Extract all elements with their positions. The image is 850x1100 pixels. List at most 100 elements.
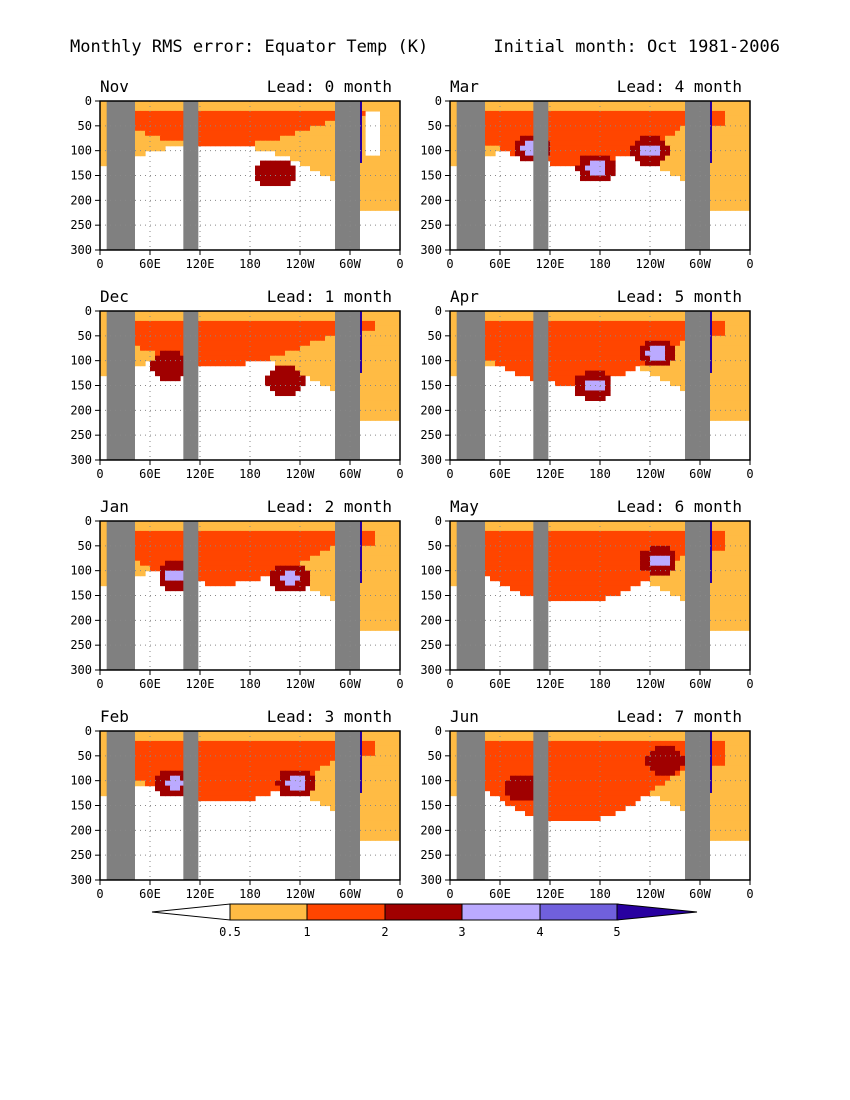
contour-cell bbox=[280, 380, 286, 387]
contour-cell bbox=[280, 340, 286, 347]
contour-cell bbox=[505, 115, 511, 122]
contour-cell bbox=[175, 535, 181, 542]
contour-cell bbox=[370, 345, 376, 352]
contour-cell bbox=[270, 180, 276, 187]
contour-cell bbox=[565, 130, 571, 137]
contour-cell bbox=[450, 130, 456, 137]
contour-cell bbox=[375, 535, 381, 542]
contour-cell bbox=[395, 770, 400, 777]
contour-cell bbox=[580, 150, 586, 157]
contour-cell bbox=[580, 330, 586, 337]
contour-cell bbox=[490, 335, 496, 342]
contour-cell bbox=[315, 130, 321, 137]
contour-cell bbox=[380, 150, 386, 157]
contour-cell bbox=[270, 140, 276, 147]
contour-cell bbox=[295, 775, 301, 782]
contour-cell bbox=[380, 120, 386, 127]
contour-cell bbox=[165, 545, 171, 552]
contour-cell bbox=[385, 380, 391, 387]
contour-cell bbox=[255, 330, 261, 337]
contour-cell bbox=[150, 560, 156, 567]
contour-cell bbox=[560, 335, 566, 342]
contour-cell bbox=[380, 160, 386, 167]
contour-cell bbox=[530, 140, 536, 147]
contour-cell bbox=[390, 355, 396, 362]
contour-cell bbox=[725, 160, 731, 167]
contour-cell bbox=[100, 560, 106, 567]
contour-cell bbox=[365, 825, 371, 831]
contour-cell bbox=[395, 550, 400, 557]
contour-cell bbox=[245, 550, 251, 557]
contour-cell bbox=[255, 765, 261, 772]
contour-cell bbox=[330, 135, 336, 142]
contour-cell bbox=[730, 205, 736, 211]
contour-cell bbox=[280, 565, 286, 572]
contour-cell bbox=[530, 145, 536, 152]
contour-cell bbox=[525, 120, 531, 127]
contour-cell bbox=[315, 315, 321, 322]
contour-cell bbox=[325, 800, 331, 807]
contour-cell bbox=[265, 525, 271, 532]
contour-cell bbox=[180, 365, 186, 372]
contour-cell bbox=[135, 325, 141, 332]
contour-cell bbox=[275, 115, 281, 122]
contour-cell bbox=[380, 570, 386, 577]
contour-cell bbox=[205, 105, 211, 112]
contour-cell bbox=[315, 375, 321, 382]
contour-cell bbox=[330, 545, 336, 552]
contour-cell bbox=[285, 101, 291, 107]
contour-cell bbox=[715, 140, 721, 147]
contour-cell bbox=[225, 105, 231, 112]
contour-cell bbox=[260, 145, 266, 152]
contour-cell bbox=[360, 140, 366, 147]
contour-cell bbox=[250, 790, 256, 797]
contour-cell bbox=[590, 115, 596, 122]
contour-cell bbox=[285, 140, 291, 147]
contour-cell bbox=[375, 545, 381, 552]
contour-cell bbox=[595, 115, 601, 122]
contour-cell bbox=[155, 345, 161, 352]
contour-cell bbox=[740, 195, 746, 201]
contour-cell bbox=[285, 311, 291, 317]
contour-cell bbox=[310, 120, 316, 127]
contour-cell bbox=[360, 755, 366, 762]
land-mask-3 bbox=[685, 101, 710, 250]
contour-cell bbox=[390, 130, 396, 137]
contour-cell bbox=[160, 550, 166, 557]
contour-cell bbox=[175, 315, 181, 322]
contour-cell bbox=[285, 355, 291, 362]
contour-cell bbox=[285, 755, 291, 762]
contour-cell bbox=[385, 780, 391, 787]
contour-cell bbox=[550, 320, 556, 327]
contour-cell bbox=[600, 135, 606, 142]
contour-cell bbox=[485, 340, 491, 347]
contour-cell bbox=[210, 785, 216, 792]
contour-cell bbox=[220, 780, 226, 787]
contour-cell bbox=[205, 575, 211, 582]
contour-cell bbox=[150, 765, 156, 772]
contour-cell bbox=[745, 160, 750, 167]
contour-cell bbox=[365, 195, 371, 201]
contour-cell bbox=[380, 780, 386, 787]
contour-cell bbox=[205, 780, 211, 787]
contour-cell bbox=[315, 370, 321, 377]
contour-cell bbox=[155, 745, 161, 752]
contour-cell bbox=[385, 315, 391, 322]
contour-cell bbox=[580, 315, 586, 322]
x-tick-label: 120W bbox=[636, 257, 666, 271]
contour-cell bbox=[250, 325, 256, 332]
contour-cell bbox=[205, 755, 211, 762]
contour-cell bbox=[390, 195, 396, 201]
contour-cell bbox=[155, 145, 161, 152]
contour-cell bbox=[140, 775, 146, 782]
contour-cell bbox=[310, 565, 316, 572]
contour-cell bbox=[385, 101, 391, 107]
contour-cell bbox=[205, 555, 211, 562]
contour-cell bbox=[240, 740, 246, 747]
contour-cell bbox=[675, 115, 681, 122]
contour-cell bbox=[375, 810, 381, 817]
contour-cell bbox=[555, 120, 561, 127]
contour-cell bbox=[595, 135, 601, 142]
contour-cell bbox=[715, 180, 721, 187]
contour-cell bbox=[240, 780, 246, 787]
